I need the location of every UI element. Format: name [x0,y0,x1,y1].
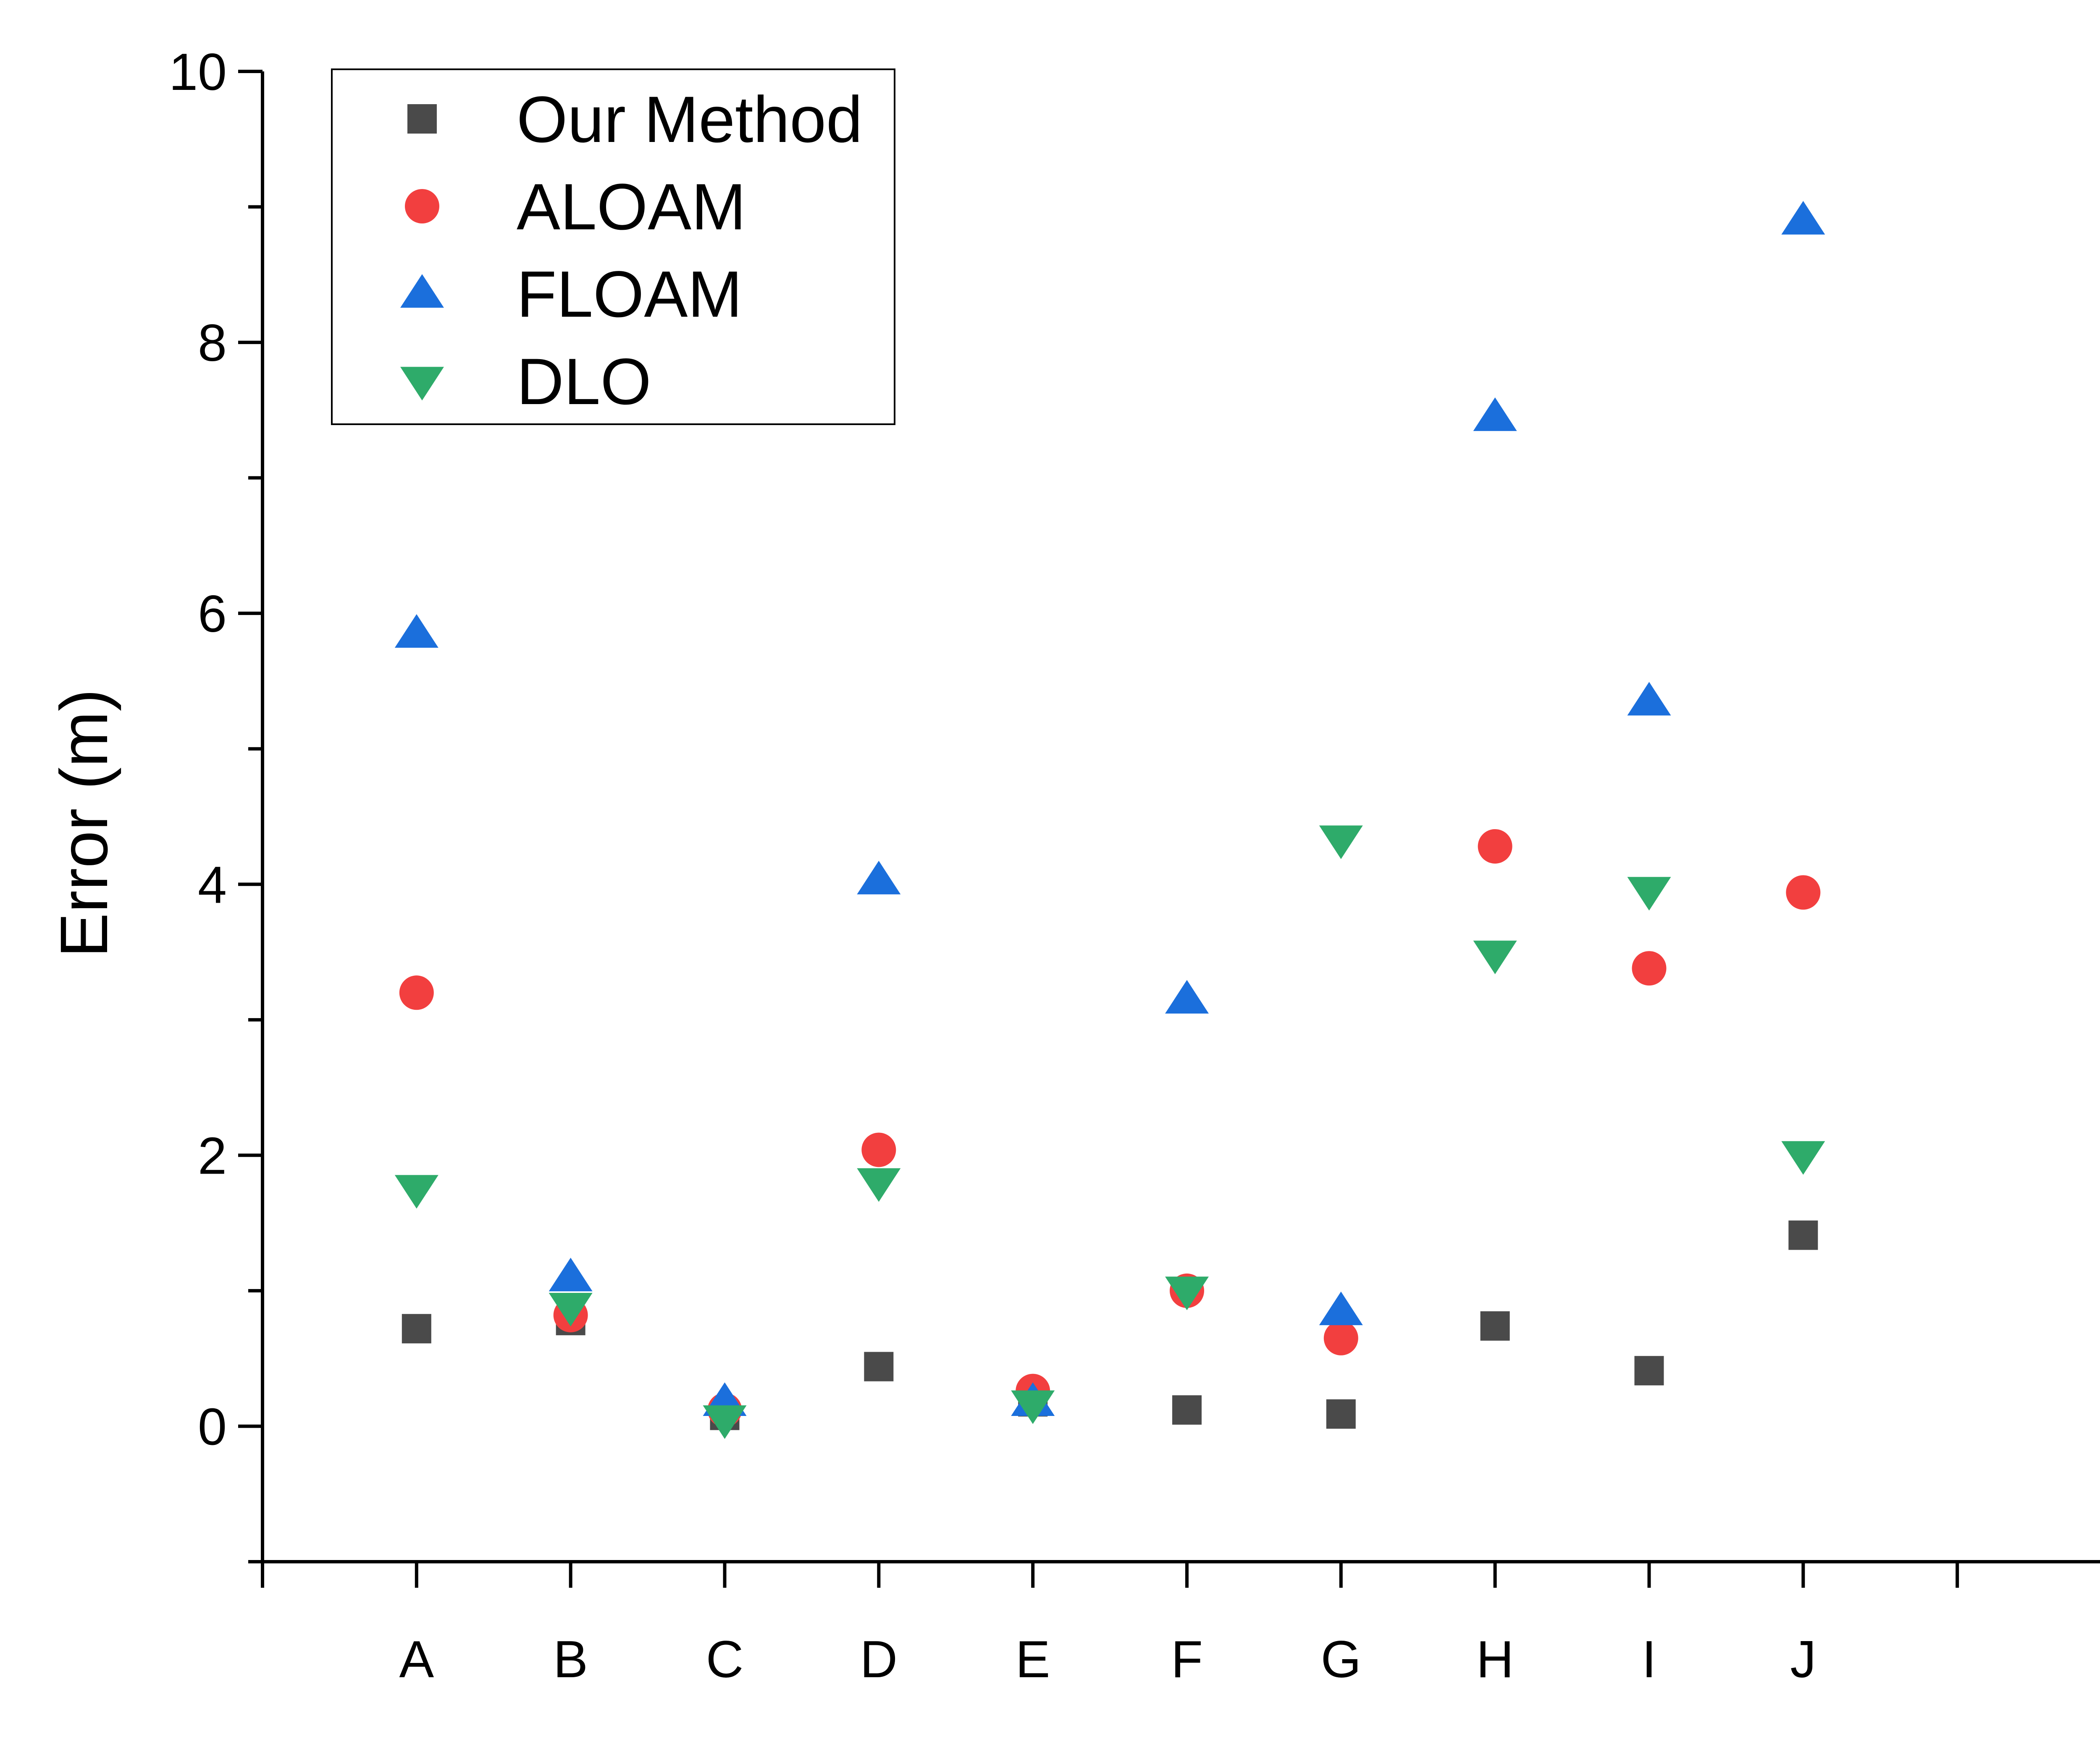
y-tick-label: 4 [198,856,227,914]
data-point [1323,1321,1358,1355]
series-0 [402,1220,1818,1430]
data-points [394,201,1825,1439]
x-tick-label: J [1790,1631,1816,1689]
data-point [1319,1291,1363,1325]
legend-label: Our Method [517,83,863,156]
data-point [394,1175,438,1209]
x-tick-label: I [1642,1631,1656,1689]
data-point [1165,1276,1209,1311]
x-tick-label: A [399,1631,434,1689]
legend-marker [400,367,444,401]
series-3 [394,825,1825,1439]
x-tick-label: C [706,1631,744,1689]
data-point [1627,877,1671,911]
data-point [1473,940,1517,974]
data-point [857,861,901,895]
legend-marker [405,189,439,223]
data-point [1319,825,1363,859]
x-tick-label: F [1171,1631,1203,1689]
data-point [1011,1390,1055,1424]
legend-item: ALOAM [405,171,746,244]
legend-label: FLOAM [517,258,742,331]
data-point [399,975,434,1010]
data-point [394,614,438,648]
data-point [402,1314,431,1344]
x-tick-label: H [1476,1631,1514,1689]
data-point [549,1258,593,1292]
y-axis-ticks: 0 2 4 6 8 10 [169,43,262,1563]
data-point [1781,201,1825,235]
legend-marker [400,274,444,308]
y-tick-label: 8 [198,314,227,372]
data-point [1627,682,1671,716]
data-point [857,1168,901,1202]
data-point [1634,1356,1664,1386]
x-tick-label: D [860,1631,898,1689]
legend-label: ALOAM [517,171,746,244]
x-tick-label: B [553,1631,588,1689]
data-point [1478,829,1512,864]
x-tick-label: G [1321,1631,1361,1689]
legend-label: DLO [517,345,651,418]
data-point [703,1405,747,1439]
data-point [1326,1399,1356,1429]
data-point [861,1132,896,1167]
y-tick-label: 0 [198,1398,227,1456]
data-point [549,1293,593,1327]
y-tick-label: 10 [169,43,227,101]
data-point [1172,1395,1202,1425]
x-tick-label: E [1016,1631,1050,1689]
y-tick-label: 6 [198,585,227,643]
data-point [1473,397,1517,431]
legend-marker [407,104,437,134]
legend-item: DLO [400,345,651,418]
data-point [1632,951,1667,986]
legend-item: FLOAM [400,258,742,331]
legend-item: Our Method [407,83,863,156]
data-point [864,1352,894,1382]
series-1 [399,829,1821,1427]
legend: Our Method ALOAM FLOAM DLO [331,68,895,425]
data-point [1788,1220,1818,1250]
x-axis-ticks: A B C D E F G H I J [261,1562,1959,1689]
y-tick-label: 2 [198,1127,227,1185]
data-point [1165,980,1209,1014]
data-point [1480,1311,1510,1341]
data-point [1786,875,1821,910]
y-axis-title: Error (m) [46,689,121,958]
data-point [1781,1141,1825,1175]
